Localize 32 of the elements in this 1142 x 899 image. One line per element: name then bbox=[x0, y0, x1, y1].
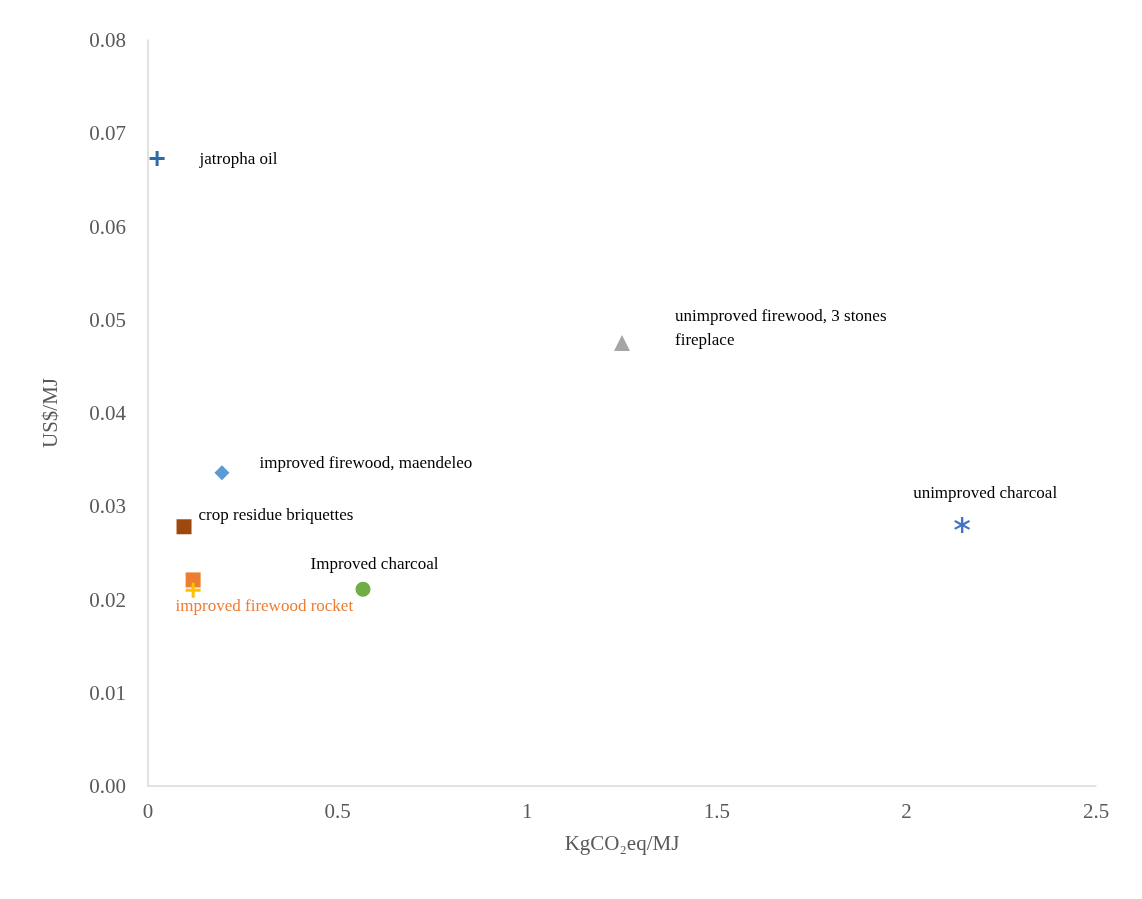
y-tick-label: 0.03 bbox=[89, 494, 126, 519]
point bbox=[954, 516, 971, 533]
x-tick-label: 2 bbox=[901, 798, 912, 823]
x-tick-label: 0 bbox=[142, 798, 154, 823]
y-tick-label: 0.00 bbox=[89, 774, 126, 798]
point bbox=[614, 335, 630, 352]
y-tick-label: 0.05 bbox=[89, 307, 126, 332]
point bbox=[185, 582, 201, 598]
series-label: crop residue briquettes bbox=[198, 505, 354, 525]
point bbox=[185, 572, 201, 588]
series-label: improved firewood rocket bbox=[175, 596, 354, 616]
x-tick-label: 0.5 bbox=[324, 798, 351, 823]
point bbox=[355, 581, 371, 597]
point bbox=[214, 465, 230, 481]
point bbox=[149, 150, 165, 166]
y-axis-title: US$/MJ bbox=[37, 377, 62, 449]
y-tick-label: 0.01 bbox=[89, 680, 126, 705]
y-tick-label: 0.06 bbox=[89, 214, 126, 239]
y-tick-label: 0.02 bbox=[89, 587, 126, 612]
series-label: unimproved charcoal bbox=[913, 483, 1058, 503]
text: jatropha oil bbox=[198, 148, 278, 168]
text: unimproved firewood, 3 stones fireplace bbox=[675, 305, 891, 349]
series-label: improved firewood, maendeleo bbox=[259, 453, 473, 473]
x-tick-label: 1.5 bbox=[703, 798, 730, 823]
series-label: Improved charcoal bbox=[310, 553, 439, 573]
point bbox=[176, 519, 192, 535]
y-tick-label: 0.08 bbox=[89, 28, 126, 52]
x-tick-label: 1 bbox=[521, 798, 533, 823]
x-tick-label: 2.5 bbox=[1082, 798, 1110, 823]
y-tick-label: 0.07 bbox=[89, 121, 126, 146]
x-axis-title: KgCO₂eq/MJ bbox=[564, 830, 680, 855]
y-tick-label: 0.04 bbox=[89, 401, 127, 425]
